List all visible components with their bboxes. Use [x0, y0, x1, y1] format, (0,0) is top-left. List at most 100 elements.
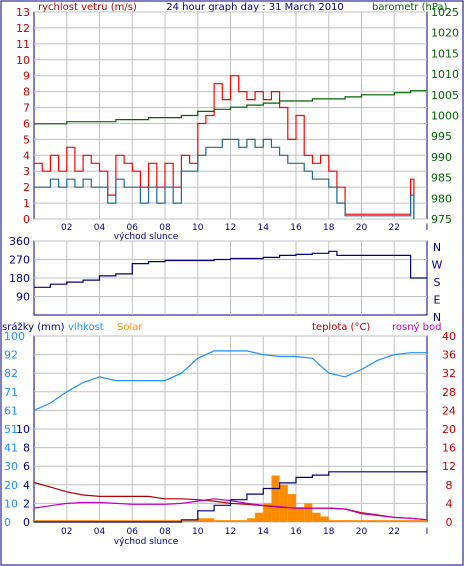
wind-tick-label: 3: [23, 165, 30, 178]
humidity-tick-label: 30: [4, 460, 18, 473]
solar-bar: [378, 520, 394, 522]
wind-tick-label: 10: [16, 54, 30, 67]
temperature-tick-label: 12: [442, 460, 456, 473]
baro-tick-label: 1010: [431, 68, 459, 81]
x-tick-label: 16: [290, 527, 302, 537]
baro-tick-label: 1005: [431, 89, 459, 102]
solar-bar: [280, 485, 288, 522]
solar-bar: [296, 507, 304, 522]
x-tick-label: 06: [127, 527, 139, 537]
solar-bar: [304, 503, 312, 522]
baro-tick-label: 1020: [431, 27, 459, 40]
solar-bar: [231, 520, 247, 522]
baro-tick-label: 995: [431, 130, 452, 143]
temperature-tick-label: 0: [446, 516, 453, 529]
baro-tick-label: 1000: [431, 110, 459, 123]
humidity-tick-label: 71: [4, 386, 18, 399]
solar-bar: [329, 520, 345, 522]
temperature-tick-label: 40: [442, 330, 456, 343]
compass-label: E: [434, 294, 441, 307]
wind-tick-label: 6: [23, 117, 30, 130]
humidity-label: vlhkost: [68, 322, 104, 333]
humidity-tick-label: 0: [4, 516, 11, 529]
solar-bar: [394, 520, 410, 522]
rain-tick-label: 0: [23, 516, 30, 529]
compass-label: S: [434, 276, 441, 289]
solar-bar: [271, 476, 279, 523]
x-tick-label: 18: [323, 223, 335, 233]
rain-tick-label: 10: [16, 423, 30, 436]
temperature-tick-label: 8: [446, 479, 453, 492]
solar-bar: [411, 520, 427, 522]
x-tick-label: 02: [61, 223, 72, 233]
rain-tick-label: 2: [23, 497, 30, 510]
compass-label: N: [433, 241, 441, 254]
x-tick-label: 12: [225, 527, 236, 537]
x-tick-label: 22: [389, 527, 400, 537]
direction-tick-label: 360: [9, 235, 30, 248]
x-tick-label: 22: [389, 223, 400, 233]
x-tick-label: 14: [258, 527, 270, 537]
direction-tick-label: 180: [9, 272, 30, 285]
wind-tick-label: 12: [16, 22, 30, 35]
temperature-tick-label: 36: [442, 349, 456, 362]
solar-label: Solar: [117, 322, 143, 333]
solar-bar: [198, 518, 214, 522]
wind-tick-label: 1: [23, 197, 30, 210]
wind-tick-label: 0: [23, 213, 30, 226]
baro-tick-label: 1025: [431, 6, 459, 19]
x-tick-label: 20: [356, 527, 368, 537]
x-tick-label: 04: [94, 223, 106, 233]
baro-tick-label: 990: [431, 151, 452, 164]
solar-bar: [181, 520, 197, 522]
sunrise-label-bottom: východ slunce: [114, 537, 179, 547]
rain-tick-label: 6: [23, 460, 30, 473]
baro-tick-label: 975: [431, 213, 452, 226]
dew-point-label: rosný bod: [392, 321, 441, 333]
wind-tick-label: 7: [23, 102, 30, 115]
temperature-tick-label: 4: [446, 497, 453, 510]
temperature-tick-label: 28: [442, 386, 456, 399]
rain-tick-label: 8: [23, 442, 30, 455]
humidity-tick-label: 61: [4, 404, 18, 417]
x-tick-label: 14: [258, 223, 270, 233]
x-end-label: I: [426, 223, 429, 233]
wind-tick-label: 5: [23, 133, 30, 146]
x-tick-label: 16: [290, 223, 302, 233]
humidity-tick-label: 100: [4, 330, 25, 343]
wind-tick-label: 11: [16, 38, 30, 51]
graph-title: 24 hour graph day : 31 March 2010: [166, 2, 344, 13]
x-tick-label: 08: [159, 527, 171, 537]
humidity-tick-label: 92: [4, 349, 18, 362]
temperature-tick-label: 32: [442, 367, 456, 380]
humidity-tick-label: 41: [4, 442, 18, 455]
solar-bar: [321, 516, 329, 522]
temperature-tick-label: 20: [442, 423, 456, 436]
temperature-tick-label: 16: [442, 442, 456, 455]
x-tick-label: 20: [356, 223, 368, 233]
rain-tick-label: 4: [23, 479, 30, 492]
wind-axis-title: rychlost vetru (m/s): [38, 2, 137, 13]
solar-bar: [214, 520, 230, 522]
wind-tick-label: 4: [23, 149, 30, 162]
x-tick-label: 18: [323, 527, 335, 537]
solar-bar: [345, 520, 361, 522]
x-tick-label: 10: [192, 223, 204, 233]
wind-tick-label: 2: [23, 181, 30, 194]
baro-tick-label: 1015: [431, 47, 459, 60]
baro-tick-label: 985: [431, 172, 452, 185]
solar-bar: [247, 518, 255, 522]
baro-tick-label: 980: [431, 192, 452, 205]
solar-bar: [255, 513, 263, 522]
x-tick-label: 10: [192, 527, 204, 537]
x-end-label: I: [426, 527, 429, 537]
humidity-tick-label: 20: [4, 479, 18, 492]
direction-tick-label: 90: [16, 291, 30, 304]
compass-label: W: [432, 259, 443, 272]
temperature-tick-label: 24: [442, 404, 456, 417]
x-tick-label: 04: [94, 527, 106, 537]
x-tick-label: 12: [225, 223, 236, 233]
wind-tick-label: 8: [23, 86, 30, 99]
solar-bar: [362, 520, 378, 522]
